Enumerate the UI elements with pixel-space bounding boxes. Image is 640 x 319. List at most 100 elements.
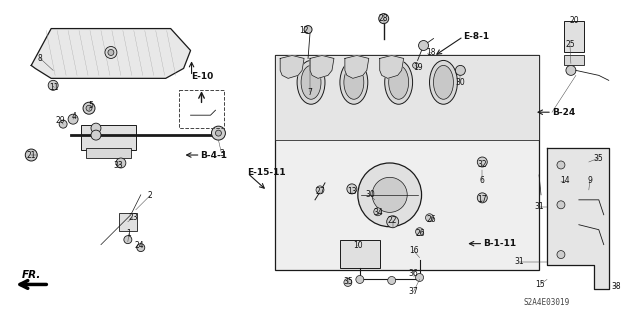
Circle shape (216, 130, 221, 136)
Text: 21: 21 (26, 151, 36, 160)
Text: 3: 3 (219, 149, 224, 158)
Bar (81, 125, 136, 150)
Text: 12: 12 (300, 26, 309, 35)
Circle shape (566, 65, 576, 75)
Ellipse shape (385, 60, 413, 104)
Circle shape (379, 14, 388, 24)
Text: S2A4E03019: S2A4E03019 (523, 298, 570, 307)
Bar (275, 56, 539, 140)
Circle shape (91, 123, 101, 133)
Circle shape (344, 278, 352, 286)
Polygon shape (310, 56, 334, 78)
Circle shape (347, 184, 357, 194)
Text: 37: 37 (409, 287, 419, 296)
Circle shape (372, 177, 407, 212)
Ellipse shape (344, 65, 364, 99)
Circle shape (68, 114, 78, 124)
Text: E-10: E-10 (191, 72, 214, 81)
Text: 18: 18 (426, 48, 435, 57)
Text: 28: 28 (379, 14, 388, 23)
Text: 14: 14 (560, 176, 570, 185)
Text: 24: 24 (135, 241, 145, 250)
Text: 29: 29 (55, 116, 65, 125)
Text: 2: 2 (147, 191, 152, 200)
Polygon shape (31, 29, 191, 78)
Text: B-4-1: B-4-1 (200, 151, 228, 160)
Ellipse shape (297, 60, 325, 104)
Circle shape (374, 208, 381, 216)
Text: 20: 20 (569, 16, 579, 25)
Text: 27: 27 (315, 187, 325, 197)
Circle shape (388, 277, 396, 285)
Text: B-1-11: B-1-11 (483, 239, 516, 248)
Circle shape (304, 26, 312, 33)
Text: 30: 30 (365, 190, 374, 199)
Text: 17: 17 (477, 195, 487, 204)
Ellipse shape (301, 65, 321, 99)
Text: 32: 32 (477, 160, 487, 169)
Text: 26: 26 (416, 229, 426, 238)
Text: 6: 6 (480, 176, 484, 185)
Text: E-8-1: E-8-1 (463, 32, 490, 41)
Circle shape (356, 276, 364, 284)
Ellipse shape (429, 60, 458, 104)
Circle shape (108, 49, 114, 56)
Circle shape (137, 244, 145, 252)
Circle shape (91, 130, 101, 140)
Circle shape (116, 158, 126, 168)
Text: FR.: FR. (22, 271, 41, 280)
Circle shape (59, 120, 67, 128)
Circle shape (83, 102, 95, 114)
Text: 22: 22 (388, 216, 397, 225)
Text: 13: 13 (347, 187, 356, 197)
Circle shape (124, 236, 132, 244)
Circle shape (415, 228, 424, 236)
Text: 7: 7 (308, 88, 312, 97)
Text: 15: 15 (535, 280, 545, 289)
Text: 1: 1 (127, 229, 131, 238)
Circle shape (358, 163, 422, 227)
Text: 34: 34 (374, 208, 383, 217)
Text: 9: 9 (588, 176, 592, 185)
Polygon shape (345, 56, 369, 78)
Polygon shape (547, 148, 609, 289)
Bar (275, 56, 539, 270)
Circle shape (387, 216, 399, 228)
Text: 31: 31 (534, 202, 544, 211)
Circle shape (105, 47, 117, 58)
Text: 10: 10 (353, 241, 363, 250)
Text: 36: 36 (409, 269, 419, 278)
Circle shape (86, 105, 92, 111)
Text: 8: 8 (38, 54, 43, 63)
Text: E-15-11: E-15-11 (247, 168, 286, 177)
Circle shape (211, 126, 225, 140)
Polygon shape (380, 56, 404, 78)
Bar (340, 240, 380, 268)
Text: B-24: B-24 (552, 108, 575, 117)
Circle shape (415, 273, 424, 281)
Circle shape (413, 63, 419, 68)
Ellipse shape (340, 60, 368, 104)
Circle shape (26, 149, 37, 161)
Text: 25: 25 (565, 40, 575, 49)
Circle shape (316, 186, 324, 194)
Text: 30: 30 (456, 78, 465, 87)
Polygon shape (280, 56, 304, 78)
Circle shape (426, 214, 433, 222)
Text: 11: 11 (49, 83, 59, 92)
Text: 33: 33 (113, 161, 123, 170)
Ellipse shape (388, 65, 408, 99)
Text: 26: 26 (427, 215, 436, 224)
Text: 35: 35 (343, 277, 353, 286)
Text: 23: 23 (128, 213, 138, 222)
Text: 4: 4 (72, 112, 77, 121)
Bar (564, 21, 584, 52)
Circle shape (557, 201, 565, 209)
Circle shape (557, 161, 565, 169)
Circle shape (477, 193, 487, 203)
Circle shape (557, 251, 565, 259)
Text: 5: 5 (88, 101, 93, 110)
Bar (179, 90, 225, 128)
Circle shape (419, 41, 429, 50)
Text: 16: 16 (409, 246, 419, 255)
